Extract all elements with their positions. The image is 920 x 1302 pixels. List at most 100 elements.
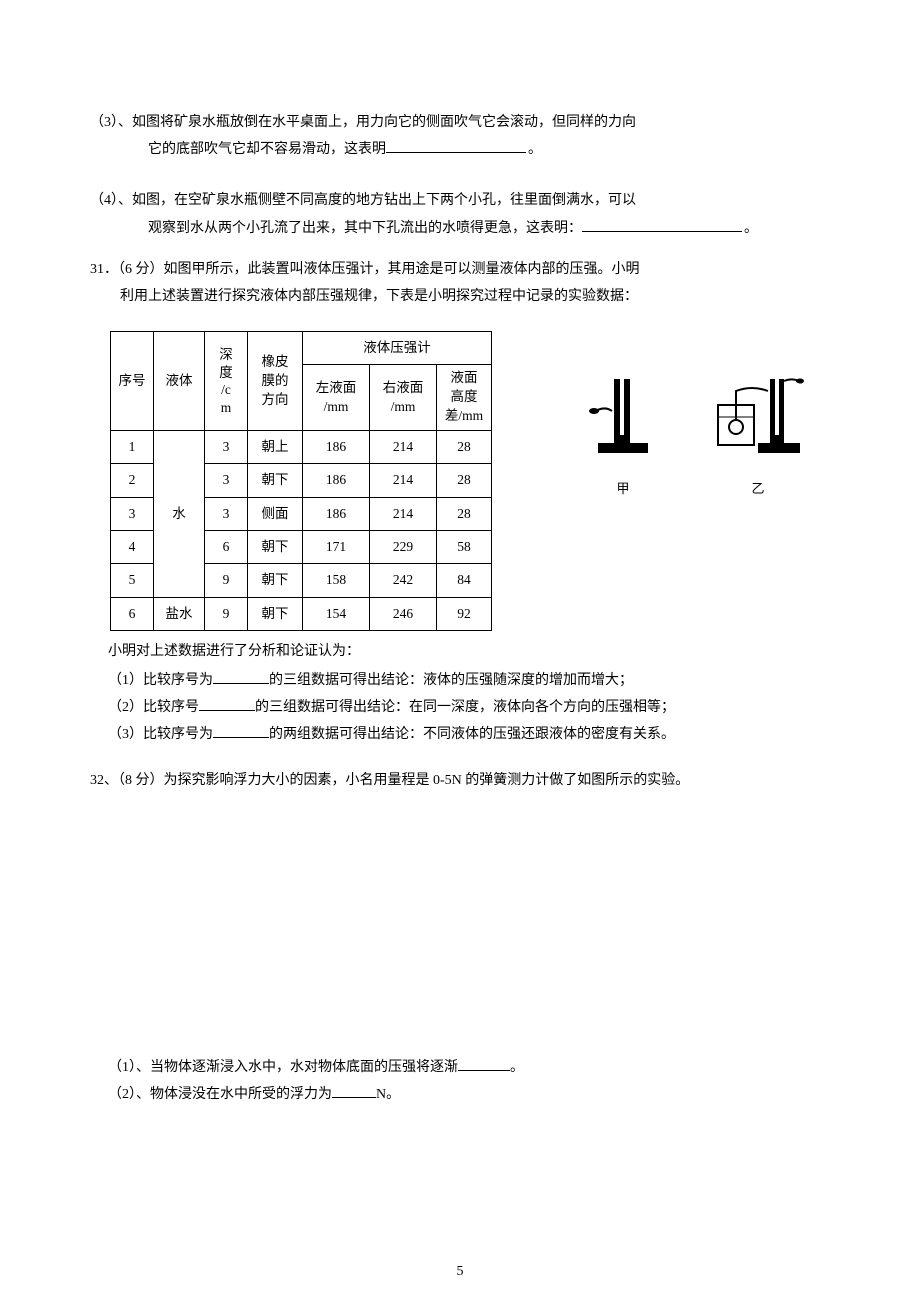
q31-label: 31． xyxy=(90,262,118,277)
cell-salt: 盐水 xyxy=(154,597,205,630)
text: 的两组数据可得出结论：不同液体的压强还跟液体的密度有关系。 xyxy=(269,727,675,742)
th-seq: 序号 xyxy=(111,332,154,431)
q4-blank[interactable] xyxy=(582,217,742,232)
cell: 28 xyxy=(437,497,492,530)
cell: 92 xyxy=(437,597,492,630)
manometer-icon xyxy=(588,371,658,457)
cell: 朝上 xyxy=(248,431,303,464)
text: （1）比较序号为 xyxy=(108,673,213,688)
q31-text2: 利用上述装置进行探究液体内部压强规律，下表是小明探究过程中记录的实验数据： xyxy=(120,289,638,304)
q31-sub3: （3）比较序号为 的两组数据可得出结论：不同液体的压强还跟液体的密度有关系。 xyxy=(90,722,830,747)
q3-text1: 如图将矿泉水瓶放倒在水平桌面上，用力向它的侧面吹气它会滚动，但同样的力向 xyxy=(132,115,636,130)
cell: 214 xyxy=(370,464,437,497)
q31-blank1[interactable] xyxy=(213,669,269,684)
cell: 186 xyxy=(303,431,370,464)
th-direction: 橡皮膜的方向 xyxy=(248,332,303,431)
cell: 158 xyxy=(303,564,370,597)
q32-body: 为探究影响浮力大小的因素，小名用量程是 0-5N 的弹簧测力计做了如图所示的实验… xyxy=(164,773,690,788)
text: 的三组数据可得出结论：液体的压强随深度的增加而增大； xyxy=(269,673,633,688)
cell: 朝下 xyxy=(248,530,303,563)
cell: 6 xyxy=(111,597,154,630)
q4-line1: （4）、如图，在空矿泉水瓶侧壁不同高度的地方钻出上下两个小孔，往里面倒满水，可以 xyxy=(90,188,830,213)
cell: 214 xyxy=(370,431,437,464)
q31-sub1: （1）比较序号为 的三组数据可得出结论：液体的压强随深度的增加而增大； xyxy=(90,668,830,693)
table-row: 1 水 3 朝上 186 214 28 xyxy=(111,431,492,464)
q32-line1: 32、（8 分）为探究影响浮力大小的因素，小名用量程是 0-5N 的弹簧测力计做… xyxy=(90,768,830,793)
spacer xyxy=(90,178,830,188)
figure-placeholder xyxy=(90,793,830,1053)
q3-line2: 它的底部吹气它却不容易滑动，这表明 。 xyxy=(90,137,830,162)
text: （2）比较序号 xyxy=(108,700,199,715)
q32-sub1: （1）、当物体逐渐浸入水中，水对物体底面的压强将逐渐 。 xyxy=(90,1055,830,1080)
cell: 154 xyxy=(303,597,370,630)
q4-tail: 。 xyxy=(744,221,758,236)
cell: 186 xyxy=(303,464,370,497)
figure-pair: 甲 乙 xyxy=(588,371,804,500)
q31-sub2: （2）比较序号 的三组数据可得出结论：在同一深度，液体向各个方向的压强相等； xyxy=(90,695,830,720)
manometer-beaker-icon xyxy=(712,371,804,457)
cell: 1 xyxy=(111,431,154,464)
th-liquid: 液体 xyxy=(154,332,205,431)
text: （2）、物体浸没在水中所受的浮力为 xyxy=(108,1087,332,1102)
q3-blank[interactable] xyxy=(386,138,526,153)
data-table: 序号 液体 深度/cm 橡皮膜的方向 液体压强计 左液面/mm 右液面/mm 液… xyxy=(110,331,492,631)
cell: 3 xyxy=(205,497,248,530)
cell: 6 xyxy=(205,530,248,563)
cell: 侧面 xyxy=(248,497,303,530)
cell: 28 xyxy=(437,464,492,497)
q31-line2: 利用上述装置进行探究液体内部压强规律，下表是小明探究过程中记录的实验数据： xyxy=(90,284,830,309)
th-left: 左液面/mm xyxy=(303,365,370,431)
cell: 朝下 xyxy=(248,464,303,497)
q32-blank1[interactable] xyxy=(458,1056,510,1071)
q31-intro: 小明对上述数据进行了分析和论证认为： xyxy=(90,639,830,664)
page-number: 5 xyxy=(0,1259,920,1284)
figure-yi: 乙 xyxy=(712,371,804,500)
q32-label: 32、 xyxy=(90,773,118,788)
text: 的三组数据可得出结论：在同一深度，液体向各个方向的压强相等； xyxy=(255,700,675,715)
cell: 214 xyxy=(370,497,437,530)
table-and-figure-row: 序号 液体 深度/cm 橡皮膜的方向 液体压强计 左液面/mm 右液面/mm 液… xyxy=(90,325,830,639)
q31-blank2[interactable] xyxy=(199,696,255,711)
q31-points: （6 分） xyxy=(118,262,164,277)
q3-text2: 它的底部吹气它却不容易滑动，这表明 xyxy=(148,142,386,157)
th-group: 液体压强计 xyxy=(303,332,492,365)
cell: 2 xyxy=(111,464,154,497)
q32-points: （8 分） xyxy=(118,773,164,788)
cell: 84 xyxy=(437,564,492,597)
table-head-row1: 序号 液体 深度/cm 橡皮膜的方向 液体压强计 xyxy=(111,332,492,365)
cell: 3 xyxy=(111,497,154,530)
q4-label: （4）、 xyxy=(90,193,132,208)
spacer xyxy=(90,750,830,768)
q4-text2: 观察到水从两个小孔流了出来，其中下孔流出的水喷得更急，这表明： xyxy=(148,221,582,236)
cell: 9 xyxy=(205,597,248,630)
q31-blank3[interactable] xyxy=(213,723,269,738)
th-diff: 液面高度差/mm xyxy=(437,365,492,431)
cell-water: 水 xyxy=(154,431,205,597)
cell: 229 xyxy=(370,530,437,563)
q3-label: （3）、 xyxy=(90,115,132,130)
figure-area: 甲 乙 xyxy=(492,325,830,500)
table-row: 6 盐水 9 朝下 154 246 92 xyxy=(111,597,492,630)
th-depth: 深度/cm xyxy=(205,332,248,431)
cell: 171 xyxy=(303,530,370,563)
page: （3）、如图将矿泉水瓶放倒在水平桌面上，用力向它的侧面吹气它会滚动，但同样的力向… xyxy=(0,0,920,1302)
cell: 朝下 xyxy=(248,564,303,597)
q3-tail: 。 xyxy=(528,142,542,157)
cell: 4 xyxy=(111,530,154,563)
q31-text1: 如图甲所示，此装置叫液体压强计，其用途是可以测量液体内部的压强。小明 xyxy=(164,262,640,277)
cell: 3 xyxy=(205,431,248,464)
text: （3）比较序号为 xyxy=(108,727,213,742)
figure-caption-jia: 甲 xyxy=(616,477,629,500)
text: N。 xyxy=(376,1087,400,1102)
cell: 28 xyxy=(437,431,492,464)
q4-text1: 如图，在空矿泉水瓶侧壁不同高度的地方钻出上下两个小孔，往里面倒满水，可以 xyxy=(132,193,636,208)
text: （1）、当物体逐渐浸入水中，水对物体底面的压强将逐渐 xyxy=(108,1060,458,1075)
cell: 246 xyxy=(370,597,437,630)
q4-line2: 观察到水从两个小孔流了出来，其中下孔流出的水喷得更急，这表明： 。 xyxy=(90,216,830,241)
cell: 9 xyxy=(205,564,248,597)
text: 。 xyxy=(510,1060,524,1075)
cell: 5 xyxy=(111,564,154,597)
q32-blank2[interactable] xyxy=(332,1083,376,1098)
figure-caption-yi: 乙 xyxy=(751,477,764,500)
cell: 58 xyxy=(437,530,492,563)
